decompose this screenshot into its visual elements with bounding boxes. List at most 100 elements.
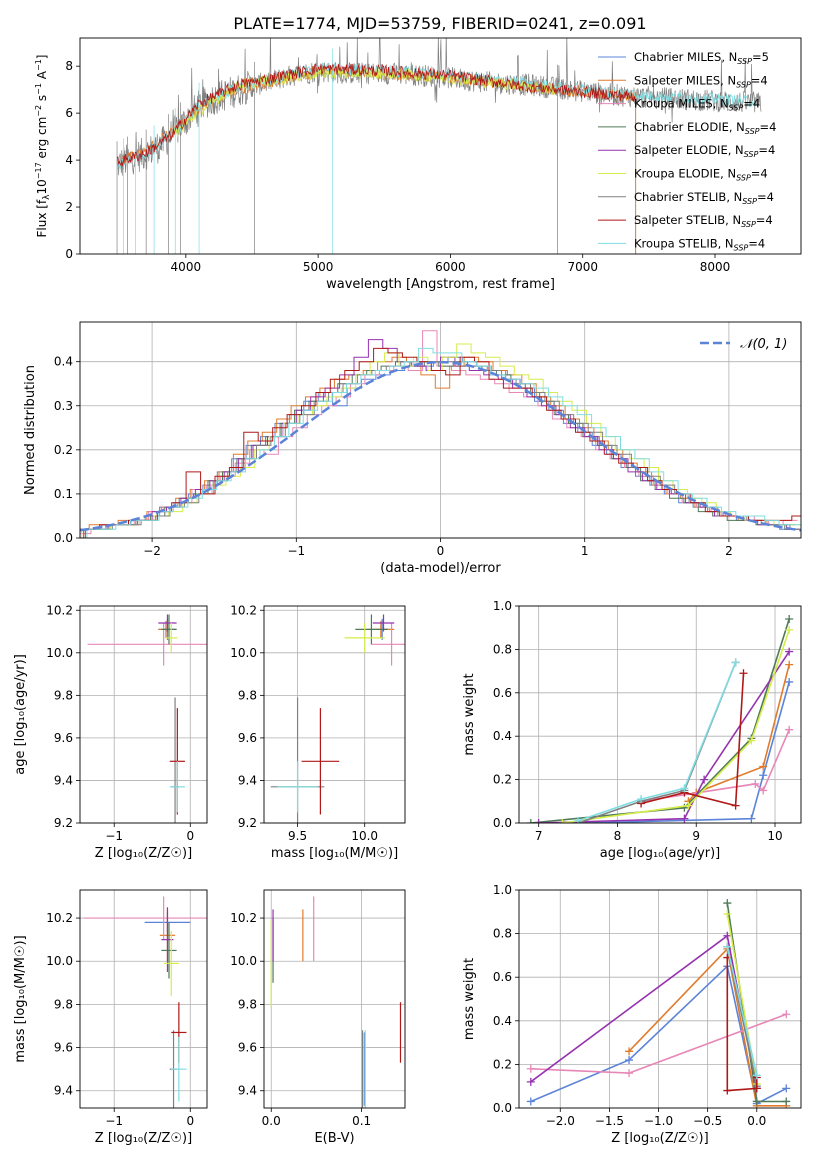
y-tick-label: 8 <box>65 59 73 73</box>
y-tick-label: 0.8 <box>493 927 512 941</box>
x-axis-label: Z [log₁₀(Z/Z☉)] <box>95 846 192 861</box>
axes-frame <box>79 889 208 1109</box>
mass-weight-marker <box>637 795 646 804</box>
axes-frame <box>263 605 406 824</box>
residual-histogram <box>80 356 795 530</box>
x-tick-label: 0 <box>437 544 445 558</box>
mass-weight-marker <box>751 779 760 788</box>
x-tick-label: 2 <box>725 544 733 558</box>
x-tick-label: 7000 <box>567 260 598 274</box>
x-axis-label: wavelength [Angstrom, rest frame] <box>326 277 555 292</box>
mass-weight-line <box>577 662 737 822</box>
mass-weight-marker <box>723 942 732 951</box>
axes-frame <box>79 605 208 824</box>
y-tick-label: 9.6 <box>54 731 73 745</box>
model-spectrum <box>116 63 636 167</box>
y-tick-label: 9.2 <box>54 816 73 830</box>
legend-label: Kroupa STELIB, NSSP=4 <box>634 236 765 252</box>
mass-weight-line <box>530 934 758 1089</box>
mass-weight-marker <box>759 771 768 780</box>
x-tick-label: 6000 <box>435 260 466 274</box>
mass-weight-line <box>585 681 790 823</box>
y-tick-label: 9.6 <box>54 1041 73 1055</box>
x-tick-label: 0 <box>186 829 194 843</box>
residual-histogram <box>86 347 801 538</box>
mass-weight-marker <box>747 736 756 745</box>
y-tick-label: 9.6 <box>238 731 257 745</box>
mass-weight-marker <box>747 814 756 823</box>
legend-label: Kroupa ELODIE, NSSP=4 <box>634 167 768 183</box>
x-tick-label: 4000 <box>171 260 202 274</box>
x-axis-label: mass [log₁₀(M/M☉)] <box>271 846 398 861</box>
x-tick-label: 0.0 <box>262 1114 281 1128</box>
residuals-panel: −2 −1 0 1 2 0.0 0.1 0.2 0.3 0.4 (data-model)/error… <box>23 321 802 576</box>
mass-weight-marker <box>625 1056 634 1065</box>
y-tick-label: 0.2 <box>493 773 512 787</box>
x-axis-label: age [log₁₀(age/yr)] <box>600 846 721 861</box>
y-tick-label: 0 <box>65 247 73 261</box>
x-tick-label: 8000 <box>700 260 731 274</box>
y-tick-label: 0.0 <box>493 1101 512 1115</box>
y-tick-label: 0.2 <box>493 1057 512 1071</box>
axes-frame <box>518 605 802 824</box>
mass_weight_vs_Z-panel: −2.0 −1.5 −1.0 −0.5 0.0 0.0 0.2 0.4 0.6 0.8 1.0 Z [… <box>462 883 802 1146</box>
y-tick-label: 9.8 <box>238 688 257 702</box>
legend-label: 𝒩(0, 1) <box>740 337 787 352</box>
age_vs_Z-panel: −1 0 9.2 9.4 9.6 9.8 10.0 10.2 Z [log₁₀(Z/Z☉)] ag… <box>13 603 208 861</box>
x-tick-label: 9 <box>692 829 700 843</box>
mass-weight-marker <box>785 677 794 686</box>
axes-frame <box>79 37 802 255</box>
y-axis-label: mass [log₁₀(M/M☉)] <box>13 935 28 1062</box>
mass-weight-marker <box>574 816 583 823</box>
figure-title: PLATE=1774, MJD=53759, FIBERID=0241, z=0… <box>233 14 646 33</box>
mass-weight-marker <box>785 725 794 734</box>
mass-weight-line <box>726 957 758 1092</box>
y-tick-label: 0.3 <box>54 399 73 413</box>
mass-weight-line <box>562 629 790 823</box>
legend-label: Salpeter ELODIE, NSSP=4 <box>634 143 775 159</box>
y-tick-label: 10.0 <box>230 954 257 968</box>
mass-weight-marker <box>526 1097 535 1106</box>
legend-label: Chabrier STELIB, NSSP=4 <box>634 190 774 206</box>
y-tick-label: 10.2 <box>230 911 257 925</box>
mass-weight-marker <box>785 647 794 656</box>
x-tick-label: −1 <box>105 1114 123 1128</box>
y-tick-label: 9.4 <box>238 1084 257 1098</box>
legend-label: Salpeter MILES, NSSP=4 <box>634 73 768 89</box>
x-tick-label: 0 <box>186 1114 194 1128</box>
axes-frame <box>79 321 802 539</box>
y-tick-label: 4 <box>65 153 73 167</box>
y-tick-label: 9.8 <box>54 688 73 702</box>
axes-frame <box>263 889 406 1109</box>
y-tick-label: 0.0 <box>54 531 73 545</box>
mass-weight-marker <box>782 1084 791 1093</box>
mass-weight-marker <box>782 1010 791 1019</box>
y-tick-label: 10.0 <box>230 646 257 660</box>
y-tick-label: 0.8 <box>493 642 512 656</box>
mass-weight-marker <box>731 801 740 810</box>
x-axis-label: Z [log₁₀(Z/Z☉)] <box>95 1131 192 1146</box>
x-tick-label: −1 <box>287 544 305 558</box>
mass-weight-marker <box>731 658 740 667</box>
x-tick-label: −2 <box>143 544 161 558</box>
y-tick-label: 9.2 <box>238 816 257 830</box>
mass-weight-marker <box>680 814 689 823</box>
y-tick-label: 10.0 <box>46 954 73 968</box>
mass_weight_vs_age-panel: 7 8 9 10 0.0 0.2 0.4 0.6 0.8 1.0 age [log₁₀(age/yr… <box>462 599 802 861</box>
mass-weight-line <box>628 947 787 1107</box>
mass-weight-marker <box>759 762 768 771</box>
x-tick-label: −1.0 <box>644 1114 673 1128</box>
y-tick-label: 10.2 <box>46 603 73 617</box>
y-tick-label: 9.4 <box>238 773 257 787</box>
x-axis-label: E(B-V) <box>314 1131 354 1146</box>
mass-weight-marker <box>534 819 543 823</box>
mass-weight-line <box>640 673 745 807</box>
x-tick-label: 0.1 <box>352 1114 371 1128</box>
x-axis-label: Z [log₁₀(Z/Z☉)] <box>611 1131 708 1146</box>
mass-weight-marker <box>723 931 732 940</box>
y-tick-label: 0.4 <box>493 1014 512 1028</box>
mass-weight-marker <box>723 1086 732 1095</box>
y-tick-label: 10.2 <box>46 911 73 925</box>
legend-label: Salpeter STELIB, NSSP=4 <box>634 213 773 229</box>
